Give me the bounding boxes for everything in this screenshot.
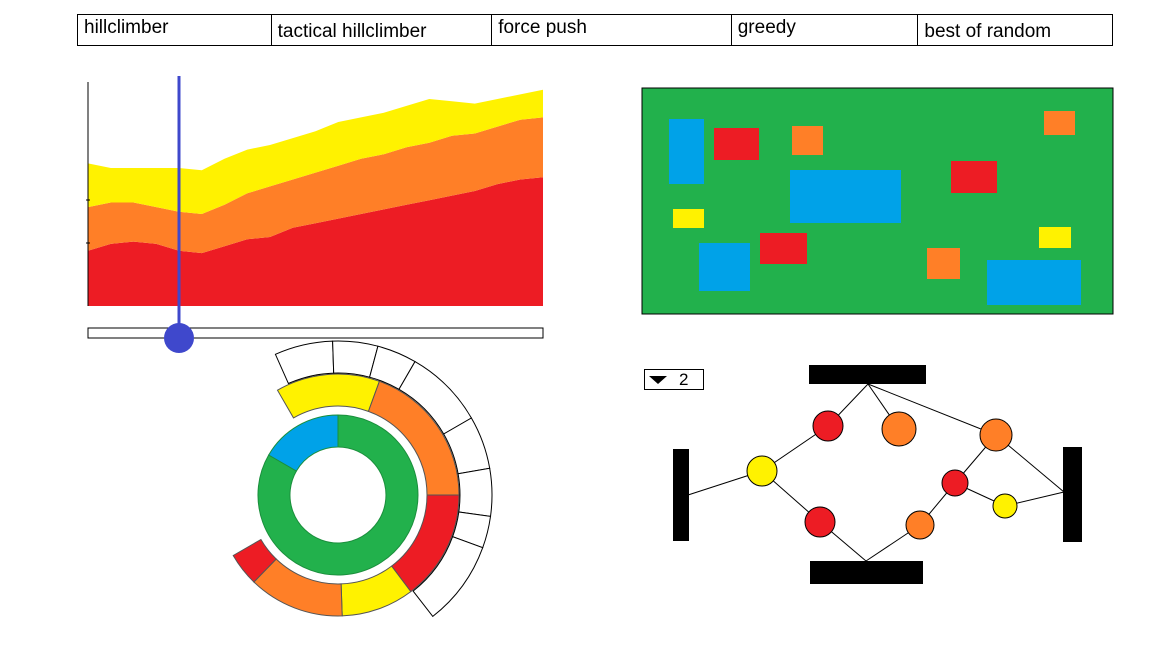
area-series-orange	[88, 117, 543, 254]
map-block-red[interactable]	[951, 161, 997, 193]
map-block-blue[interactable]	[669, 119, 704, 184]
graph-node-orange[interactable]	[881, 411, 917, 447]
graph-level-selector[interactable]: 2	[644, 369, 704, 390]
area-series-red	[88, 177, 543, 306]
map-block-blue[interactable]	[699, 243, 750, 291]
network-graph	[673, 365, 1082, 584]
tab-tactical-hillclimber[interactable]: tactical hillclimber	[272, 15, 493, 45]
timeline-track[interactable]	[87, 327, 544, 339]
graph-node-yellow[interactable]	[992, 493, 1018, 519]
map-block-blue[interactable]	[987, 260, 1081, 305]
dropdown-arrow-icon[interactable]	[649, 375, 667, 384]
map-block-orange[interactable]	[792, 126, 823, 155]
graph-node-red[interactable]	[804, 506, 836, 538]
tab-force-push[interactable]: force push	[492, 15, 732, 45]
sunburst-chart	[232, 340, 493, 618]
tab-hillclimber[interactable]: hillclimber	[78, 15, 272, 45]
graph-level-value: 2	[679, 369, 689, 389]
graph-node-orange[interactable]	[905, 510, 935, 540]
graph-node-yellow[interactable]	[746, 455, 778, 487]
map-block-red[interactable]	[714, 128, 759, 160]
tab-best-of-random[interactable]: best of random	[924, 21, 1052, 42]
stacked-area-chart	[88, 89, 543, 306]
sunburst-outer-cell[interactable]	[457, 467, 493, 517]
sunburst-middle-red[interactable]	[232, 538, 277, 583]
graph-bar-right[interactable]	[1063, 447, 1082, 542]
map-block-blue[interactable]	[790, 170, 901, 223]
graph-node-red[interactable]	[941, 469, 969, 497]
graph-edges	[687, 383, 1065, 562]
map-block-orange[interactable]	[1044, 111, 1075, 135]
sunburst-outer-cell[interactable]	[412, 536, 484, 618]
map-block-red[interactable]	[760, 233, 807, 264]
graph-node-red[interactable]	[812, 410, 844, 442]
graph-bar-left[interactable]	[673, 449, 689, 541]
floorplan-map	[641, 87, 1114, 315]
area-series-yellow	[88, 89, 543, 214]
algorithm-tab-bar: hillclimber tactical hillclimber force p…	[77, 14, 1113, 46]
graph-bar-top[interactable]	[809, 365, 926, 384]
map-block-orange[interactable]	[927, 248, 960, 279]
timeline-slider-knob[interactable]	[164, 323, 194, 353]
tab-greedy[interactable]: greedy	[732, 15, 919, 45]
sunburst-inner-green[interactable]	[257, 414, 419, 576]
sunburst-inner-blue[interactable]	[268, 414, 339, 472]
graph-nodes	[746, 410, 1018, 540]
graph-node-orange[interactable]	[979, 418, 1013, 452]
map-block-yellow[interactable]	[673, 209, 704, 228]
graph-bar-bottom[interactable]	[810, 561, 923, 584]
map-block-yellow[interactable]	[1039, 227, 1071, 248]
